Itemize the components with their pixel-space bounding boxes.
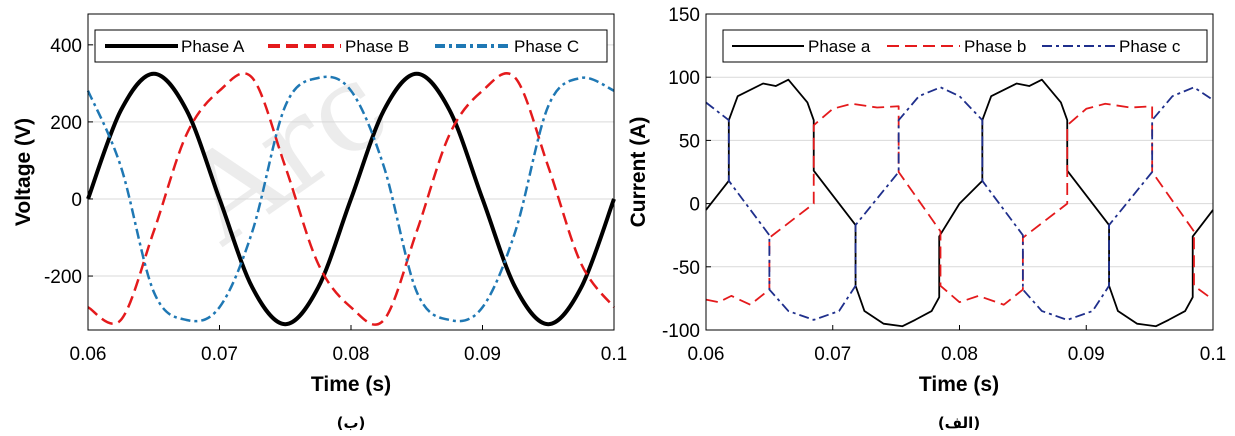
legend-label-phase-a: Phase A [181, 37, 245, 56]
voltage-legend-box [94, 29, 608, 63]
legend-label-phase-a-current: Phase a [808, 37, 871, 56]
current-chart: -100 -50 0 50 100 150 0.06 0.07 0.08 0.09 0.1 Time… [627, 5, 1226, 432]
watermark: Arc [159, 36, 413, 272]
y-tick-label: -100 [662, 321, 700, 342]
y-tick-label: 400 [50, 36, 82, 57]
voltage-panel-caption: (ب) [337, 414, 366, 432]
y-tick-label: 200 [50, 113, 82, 134]
y-tick-label: 0 [71, 190, 82, 211]
series-line-phase-c [86, 75, 615, 323]
current-legend: Phase a Phase b Phase c [722, 29, 1208, 63]
y-tick-label: 150 [668, 5, 700, 26]
x-tick-label: 0.09 [464, 344, 501, 365]
series-line-phase-a [705, 78, 1214, 328]
current-legend-box [722, 29, 1208, 63]
voltage-x-axis-label: Time (s) [311, 373, 391, 396]
y-tick-label: -50 [673, 258, 700, 279]
x-tick-label: 0.07 [201, 344, 238, 365]
legend-label-phase-b-current: Phase b [964, 37, 1026, 56]
series-line-phase-a [86, 71, 616, 327]
x-tick-label: 0.07 [814, 344, 851, 365]
current-grid [706, 76, 1213, 268]
series-line-phase-b [87, 72, 615, 326]
x-tick-label: 0.1 [1200, 344, 1226, 365]
y-tick-label: -200 [44, 267, 82, 288]
y-tick-label: 50 [679, 131, 700, 152]
x-tick-label: 0.1 [601, 344, 627, 365]
voltage-series [86, 71, 616, 327]
x-tick-label: 0.06 [70, 344, 107, 365]
current-x-axis-label: Time (s) [919, 373, 999, 396]
x-tick-label: 0.06 [688, 344, 725, 365]
legend-label-phase-c: Phase C [514, 37, 579, 56]
series-line-phase-c [705, 86, 1214, 321]
x-tick-label: 0.09 [1068, 344, 1105, 365]
current-series [705, 78, 1214, 328]
legend-label-phase-c-current: Phase c [1119, 37, 1181, 56]
current-ticks: -100 -50 0 50 100 150 0.06 0.07 0.08 0.09 0.1 [662, 5, 1226, 365]
y-tick-label: 100 [668, 68, 700, 89]
y-tick-label: 0 [689, 195, 700, 216]
current-y-axis-label: Current (A) [627, 117, 650, 228]
legend-label-phase-b: Phase B [345, 37, 409, 56]
x-tick-label: 0.08 [941, 344, 978, 365]
voltage-legend: Phase A Phase B Phase C [94, 29, 608, 63]
current-panel-caption: (الف) [938, 414, 980, 432]
x-tick-label: 0.08 [333, 344, 370, 365]
voltage-ticks: -200 0 200 400 0.06 0.07 0.08 0.09 0.1 [44, 36, 627, 365]
voltage-y-axis-label: Voltage (V) [12, 118, 35, 226]
